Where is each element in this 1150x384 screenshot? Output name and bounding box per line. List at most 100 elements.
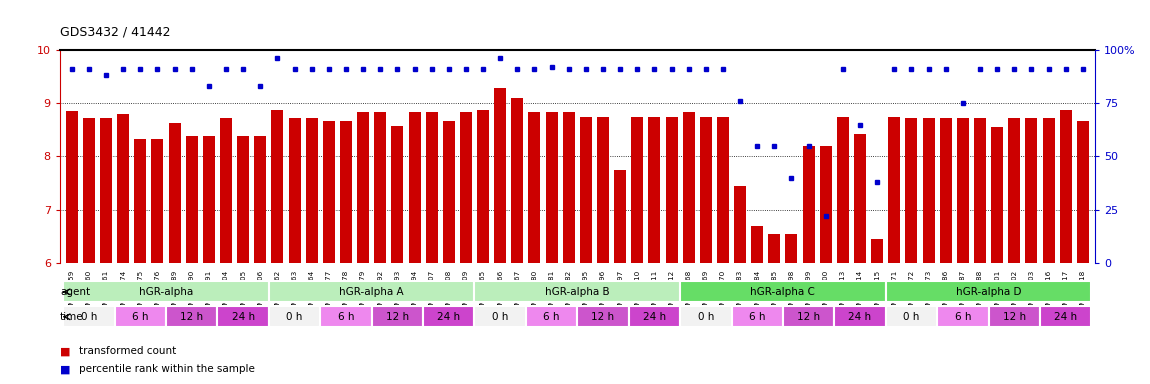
Text: 6 h: 6 h	[749, 312, 766, 322]
Text: ■: ■	[60, 364, 70, 374]
Text: 24 h: 24 h	[643, 312, 666, 322]
Bar	[529, 112, 540, 263]
Bar	[374, 112, 386, 263]
Bar	[783, 306, 835, 327]
Bar	[271, 110, 283, 263]
Bar	[323, 121, 335, 263]
Text: 6 h: 6 h	[338, 312, 354, 322]
Bar	[562, 112, 575, 263]
Text: 6 h: 6 h	[954, 312, 971, 322]
Bar	[408, 112, 421, 263]
Text: transformed count: transformed count	[79, 346, 177, 356]
Bar	[320, 306, 371, 327]
Text: 0 h: 0 h	[698, 312, 714, 322]
Bar	[237, 136, 250, 263]
Text: 0 h: 0 h	[492, 312, 508, 322]
Text: 6 h: 6 h	[543, 312, 560, 322]
Bar	[683, 112, 695, 263]
Bar	[202, 136, 215, 263]
Bar	[66, 111, 78, 263]
Bar	[100, 118, 112, 263]
Bar	[614, 170, 626, 263]
Text: agent: agent	[60, 287, 90, 297]
Bar	[666, 116, 677, 263]
Bar	[186, 136, 198, 263]
Bar	[443, 121, 454, 263]
Bar	[117, 114, 129, 263]
Bar	[649, 116, 660, 263]
Bar	[803, 146, 814, 263]
Bar	[680, 281, 886, 302]
Text: 12 h: 12 h	[591, 312, 614, 322]
Bar	[922, 118, 935, 263]
Text: ■: ■	[60, 346, 70, 356]
Bar	[512, 98, 523, 263]
Bar	[475, 306, 526, 327]
Bar	[888, 116, 900, 263]
Bar	[700, 116, 712, 263]
Bar	[1059, 110, 1072, 263]
Bar	[115, 306, 166, 327]
Bar	[340, 121, 352, 263]
Bar	[391, 126, 404, 263]
Bar	[135, 139, 146, 263]
Bar	[937, 306, 989, 327]
Bar	[631, 116, 643, 263]
Bar	[768, 234, 781, 263]
Bar	[475, 281, 680, 302]
Text: 0 h: 0 h	[903, 312, 920, 322]
Bar	[371, 306, 423, 327]
Bar	[731, 306, 783, 327]
Bar	[220, 118, 232, 263]
Bar	[254, 136, 267, 263]
Bar	[872, 239, 883, 263]
Bar	[680, 306, 731, 327]
Text: hGR-alpha: hGR-alpha	[139, 287, 193, 297]
Bar	[306, 118, 317, 263]
Bar	[1009, 118, 1020, 263]
Bar	[835, 306, 886, 327]
Text: 12 h: 12 h	[181, 312, 204, 322]
Bar	[854, 134, 866, 263]
Bar	[991, 127, 1003, 263]
Bar	[217, 306, 269, 327]
Text: 24 h: 24 h	[849, 312, 872, 322]
Bar	[269, 281, 475, 302]
Bar	[751, 226, 764, 263]
Bar	[989, 306, 1040, 327]
Text: hGR-alpha D: hGR-alpha D	[956, 287, 1021, 297]
Bar	[426, 112, 438, 263]
Bar	[820, 146, 831, 263]
Bar	[957, 118, 968, 263]
Text: 12 h: 12 h	[1003, 312, 1026, 322]
Text: 24 h: 24 h	[231, 312, 254, 322]
Bar	[545, 112, 558, 263]
Bar	[423, 306, 475, 327]
Bar	[597, 116, 610, 263]
Text: 6 h: 6 h	[132, 312, 148, 322]
Text: 0 h: 0 h	[286, 312, 302, 322]
Bar	[629, 306, 680, 327]
Text: GDS3432 / 41442: GDS3432 / 41442	[60, 25, 170, 38]
Bar	[1040, 306, 1091, 327]
Text: hGR-alpha C: hGR-alpha C	[751, 287, 815, 297]
Bar	[169, 123, 181, 263]
Text: 24 h: 24 h	[437, 312, 460, 322]
Bar	[577, 306, 629, 327]
Bar	[63, 281, 269, 302]
Bar	[477, 110, 489, 263]
Bar	[837, 116, 849, 263]
Bar	[289, 118, 300, 263]
Bar	[1076, 121, 1089, 263]
Bar	[526, 306, 577, 327]
Bar	[1026, 118, 1037, 263]
Text: hGR-alpha B: hGR-alpha B	[545, 287, 610, 297]
Bar	[716, 116, 729, 263]
Bar	[886, 306, 937, 327]
Text: percentile rank within the sample: percentile rank within the sample	[79, 364, 255, 374]
Text: hGR-alpha A: hGR-alpha A	[339, 287, 404, 297]
Bar	[886, 281, 1091, 302]
Bar	[580, 116, 592, 263]
Bar	[905, 118, 918, 263]
Bar	[785, 234, 797, 263]
